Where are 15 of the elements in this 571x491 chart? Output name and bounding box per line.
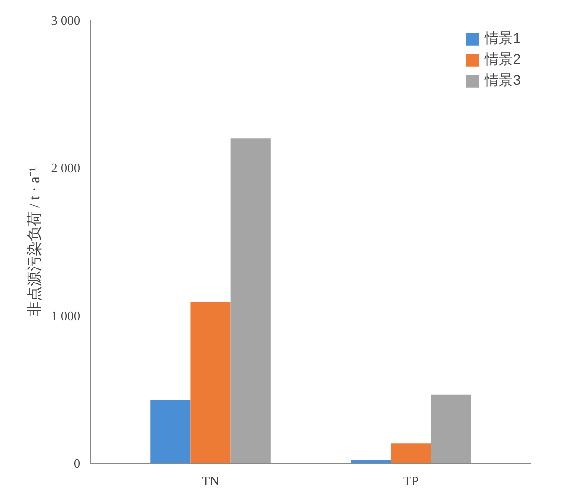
- legend-label: 情景2: [485, 51, 521, 69]
- y-tick-label: 1 000: [51, 308, 80, 324]
- x-tick-label: TN: [202, 474, 220, 488]
- x-tick-label: TP: [404, 474, 419, 488]
- y-tick-label: 0: [74, 456, 80, 471]
- y-tick-label: 2 000: [51, 160, 80, 176]
- bar: [391, 444, 432, 464]
- legend-label: 情景1: [485, 30, 521, 48]
- legend-label: 情景3: [485, 72, 521, 90]
- bar: [150, 400, 191, 464]
- y-tick-label: 3 000: [51, 13, 80, 28]
- bar: [431, 394, 472, 464]
- bar: [230, 138, 271, 464]
- bar: [190, 302, 231, 464]
- y-axis-title: 非点源污染负荷 / t · a⁻¹: [26, 167, 44, 317]
